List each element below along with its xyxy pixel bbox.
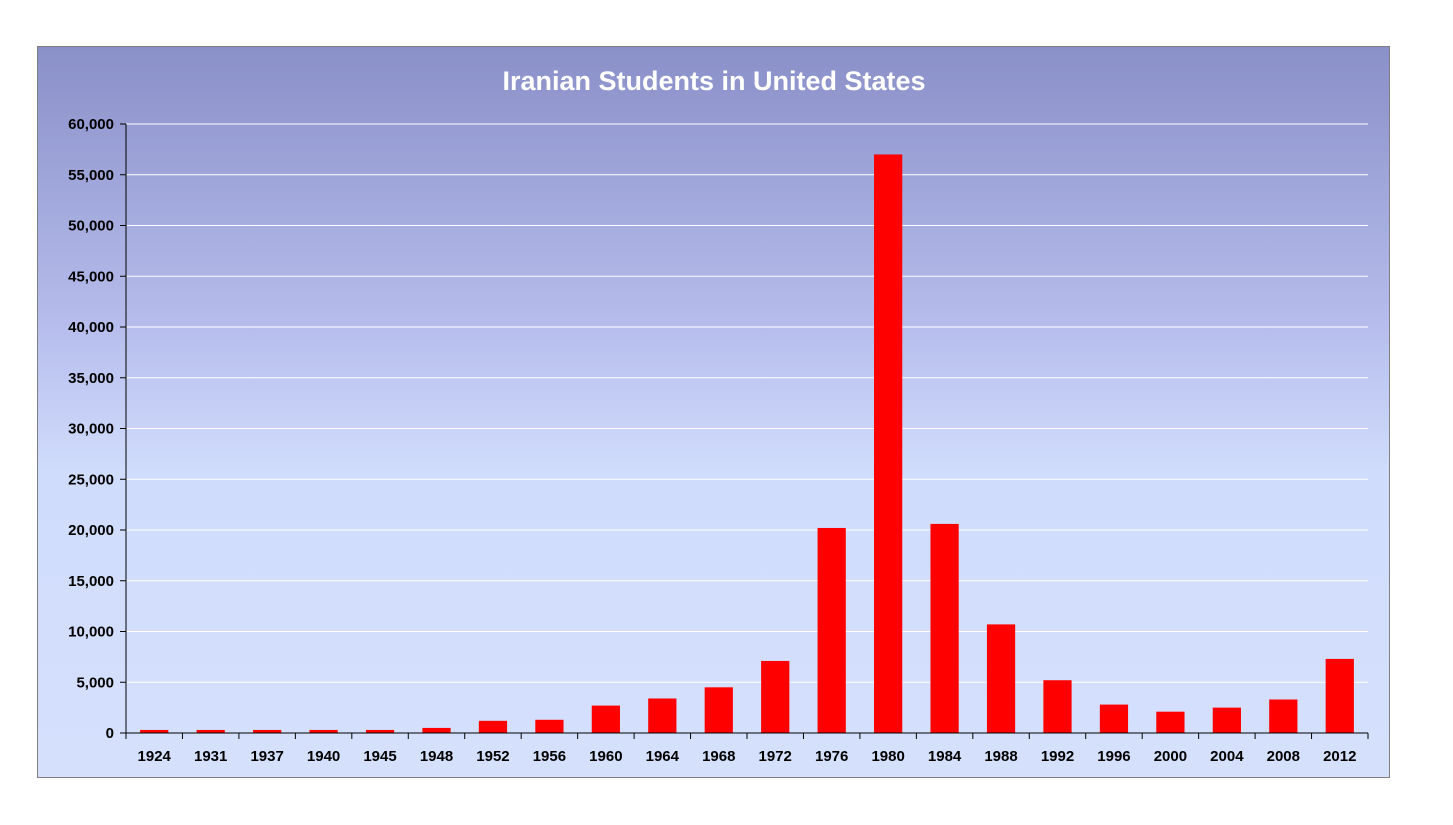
x-tick-label: 1980 xyxy=(871,748,904,765)
x-tick-label: 1972 xyxy=(759,748,792,765)
x-tick-label: 1931 xyxy=(194,748,227,765)
bar-chart: Iranian Students in United States 0 5,000… xyxy=(68,66,1369,765)
y-tick-label: 10,000 xyxy=(68,624,114,641)
bar xyxy=(478,720,508,733)
bar xyxy=(591,705,620,733)
x-tick-label: 1976 xyxy=(815,748,848,765)
y-tick-label: 25,000 xyxy=(68,471,114,488)
y-tick-label: 35,000 xyxy=(68,370,114,387)
bar xyxy=(1325,658,1354,733)
y-tick-label: 20,000 xyxy=(68,522,114,539)
gridlines xyxy=(126,123,1368,683)
bar xyxy=(986,624,1016,733)
bar xyxy=(761,660,790,733)
x-tick-labels: 1924 1931 1937 1940 1945 1948 1952 1956 1960 1964… xyxy=(138,748,1357,765)
y-tick-label: 40,000 xyxy=(68,319,114,336)
bar xyxy=(1043,680,1072,733)
bar xyxy=(535,719,564,733)
axes xyxy=(120,123,1369,739)
bar xyxy=(365,729,395,733)
x-tick-label: 1952 xyxy=(476,748,509,765)
y-tick-label: 15,000 xyxy=(68,573,114,590)
x-tick-label: 1940 xyxy=(307,748,340,765)
bar xyxy=(1212,707,1241,733)
y-tick-label: 5,000 xyxy=(76,674,114,691)
bar xyxy=(1269,699,1298,733)
y-tick-label: 30,000 xyxy=(68,421,114,438)
bar xyxy=(253,729,282,733)
bar xyxy=(196,729,225,733)
bar xyxy=(309,729,338,733)
x-tick-label: 1937 xyxy=(250,748,283,765)
x-tick-label: 1924 xyxy=(138,748,172,765)
x-tick-label: 2008 xyxy=(1267,748,1300,765)
y-tick-label: 0 xyxy=(106,725,114,742)
bar xyxy=(648,698,677,733)
y-tick-label: 55,000 xyxy=(68,167,114,184)
chart-title: Iranian Students in United States xyxy=(502,66,925,96)
x-tick-label: 1964 xyxy=(646,748,680,765)
bar xyxy=(1156,711,1185,733)
chart-frame: Iranian Students in United States 0 5,000… xyxy=(37,46,1390,778)
y-tick-label: 60,000 xyxy=(68,116,114,133)
bar xyxy=(422,727,451,733)
bar xyxy=(704,687,733,733)
bar xyxy=(1099,704,1129,733)
bar xyxy=(140,729,169,733)
x-tick-label: 2012 xyxy=(1323,748,1356,765)
x-tick-label: 1945 xyxy=(363,748,396,765)
bar xyxy=(817,527,846,733)
x-tick-label: 1996 xyxy=(1097,748,1130,765)
y-tick-labels: 0 5,000 10,000 15,000 20,000 25,000 30,000 35,0… xyxy=(68,116,114,742)
x-tick-label: 1968 xyxy=(702,748,735,765)
x-tick-label: 2004 xyxy=(1210,748,1244,765)
x-tick-label: 1988 xyxy=(984,748,1017,765)
x-tick-label: 1956 xyxy=(533,748,566,765)
y-tick-label: 45,000 xyxy=(68,268,114,285)
bar xyxy=(874,154,903,733)
y-tick-label: 50,000 xyxy=(68,218,114,235)
x-tick-label: 1960 xyxy=(589,748,622,765)
bars xyxy=(140,154,1354,733)
x-tick-label: 1984 xyxy=(928,748,962,765)
x-tick-label: 1948 xyxy=(420,748,453,765)
x-tick-label: 2000 xyxy=(1154,748,1187,765)
x-tick-label: 1992 xyxy=(1041,748,1074,765)
bar xyxy=(930,523,959,733)
